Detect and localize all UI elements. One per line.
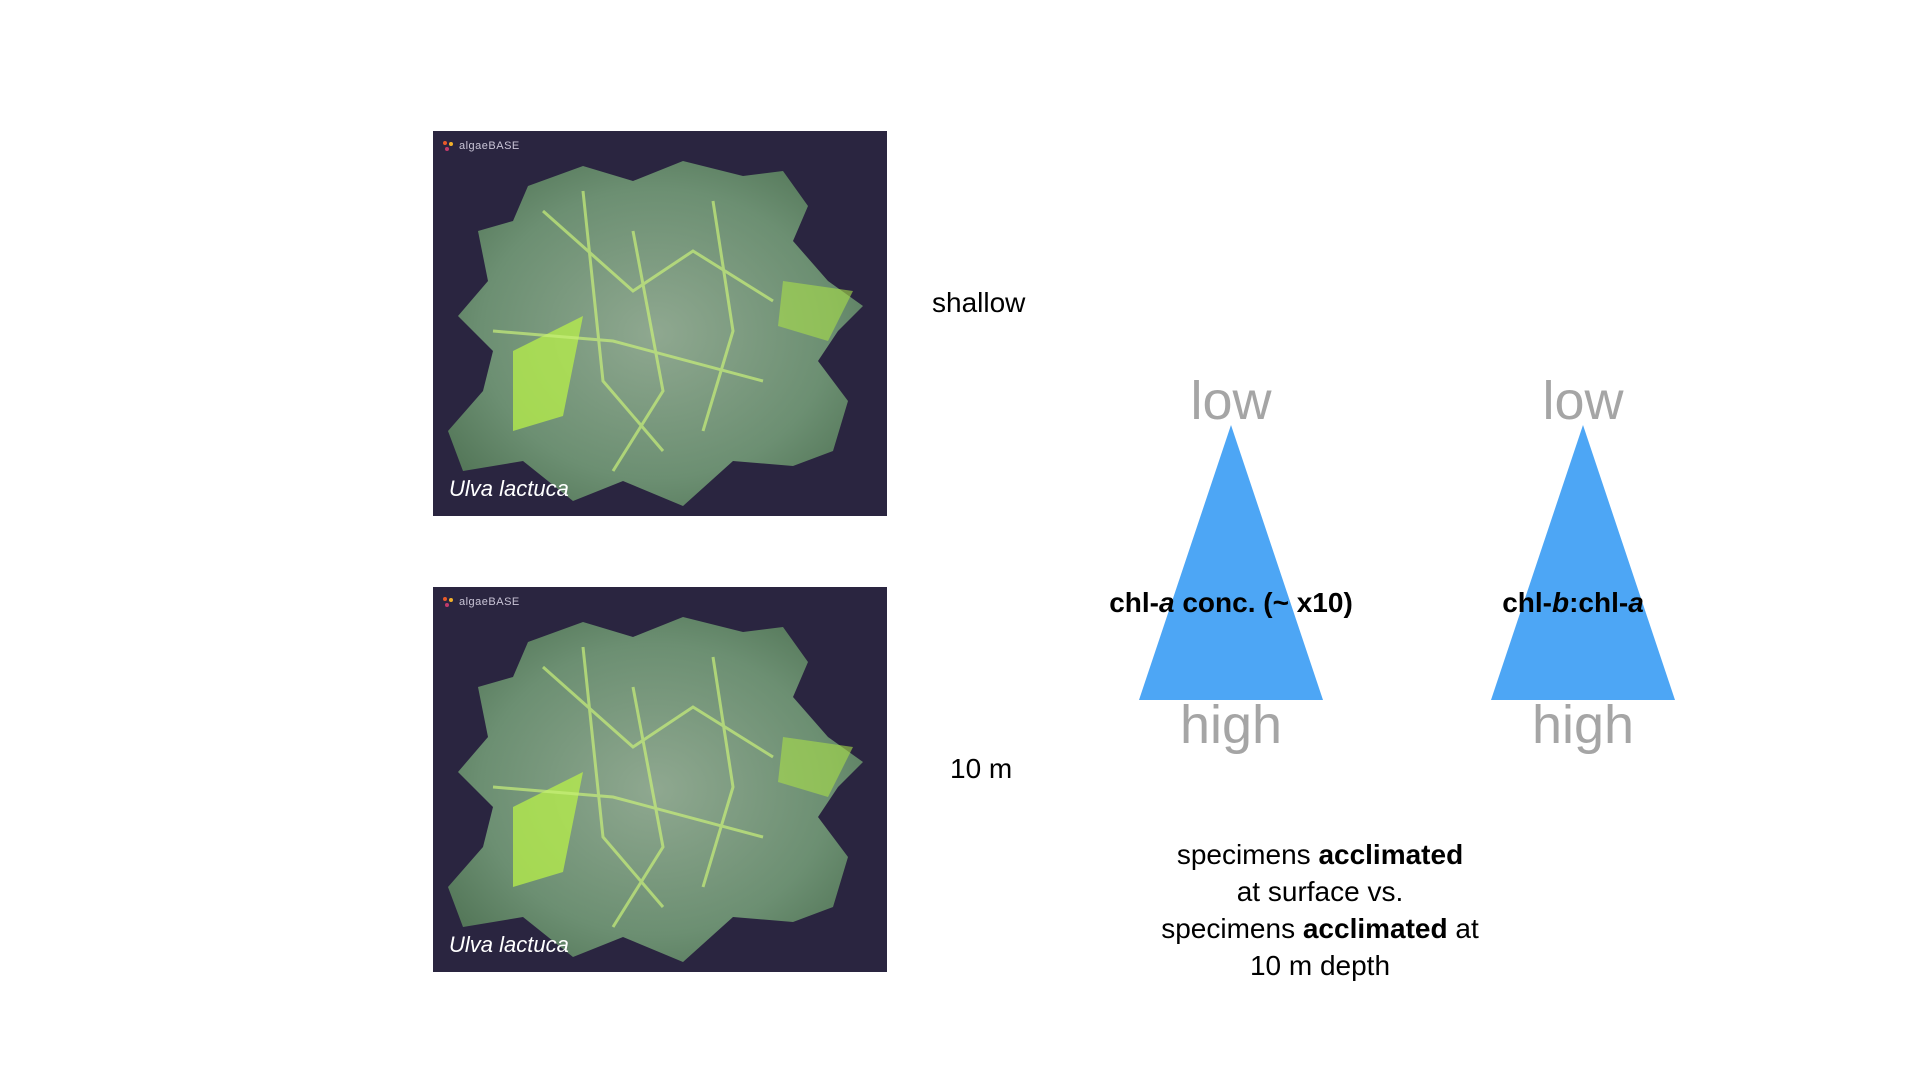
logo-text: algaeBASE <box>459 596 520 608</box>
seaweed-image <box>448 617 863 962</box>
triangle2-high-label: high <box>1531 695 1635 755</box>
logo-text: algaeBASE <box>459 140 520 152</box>
triangle2-low-label: low <box>1542 371 1624 431</box>
algaebase-logo-icon <box>443 141 453 151</box>
note-line-3: specimens acclimated at <box>1161 913 1479 944</box>
algaebase-logo-icon <box>443 597 453 607</box>
triangle1-high-label: high <box>1179 695 1283 755</box>
note-line-2: at surface vs. <box>1236 876 1404 907</box>
seaweed-image <box>448 161 863 506</box>
acclimation-note: specimens acclimated at surface vs. spec… <box>1100 836 1540 984</box>
photo-caption: Ulva lactuca <box>449 932 569 957</box>
triangle2-title: chl-b:chl-a <box>1502 587 1644 618</box>
depth-label-shallow: shallow <box>932 287 1026 318</box>
ulva-photo-shallow: algaeBASE Ulva lactuca <box>433 131 887 516</box>
algaebase-logo: algaeBASE <box>441 595 520 609</box>
triangle1-title: chl-a conc. (~ x10) <box>1109 587 1353 618</box>
triangle2-gradient-icon <box>1491 425 1675 700</box>
note-line-1: specimens acclimated <box>1176 839 1464 870</box>
depth-label-10m: 10 m <box>950 753 1013 784</box>
triangle1-low-label: low <box>1190 371 1272 431</box>
algaebase-logo: algaeBASE <box>441 139 520 153</box>
ulva-photo-10m: algaeBASE Ulva lactuca <box>433 587 887 972</box>
triangle1-gradient-icon <box>1139 425 1323 700</box>
note-line-4: 10 m depth <box>1249 950 1391 981</box>
photo-caption: Ulva lactuca <box>449 476 569 501</box>
